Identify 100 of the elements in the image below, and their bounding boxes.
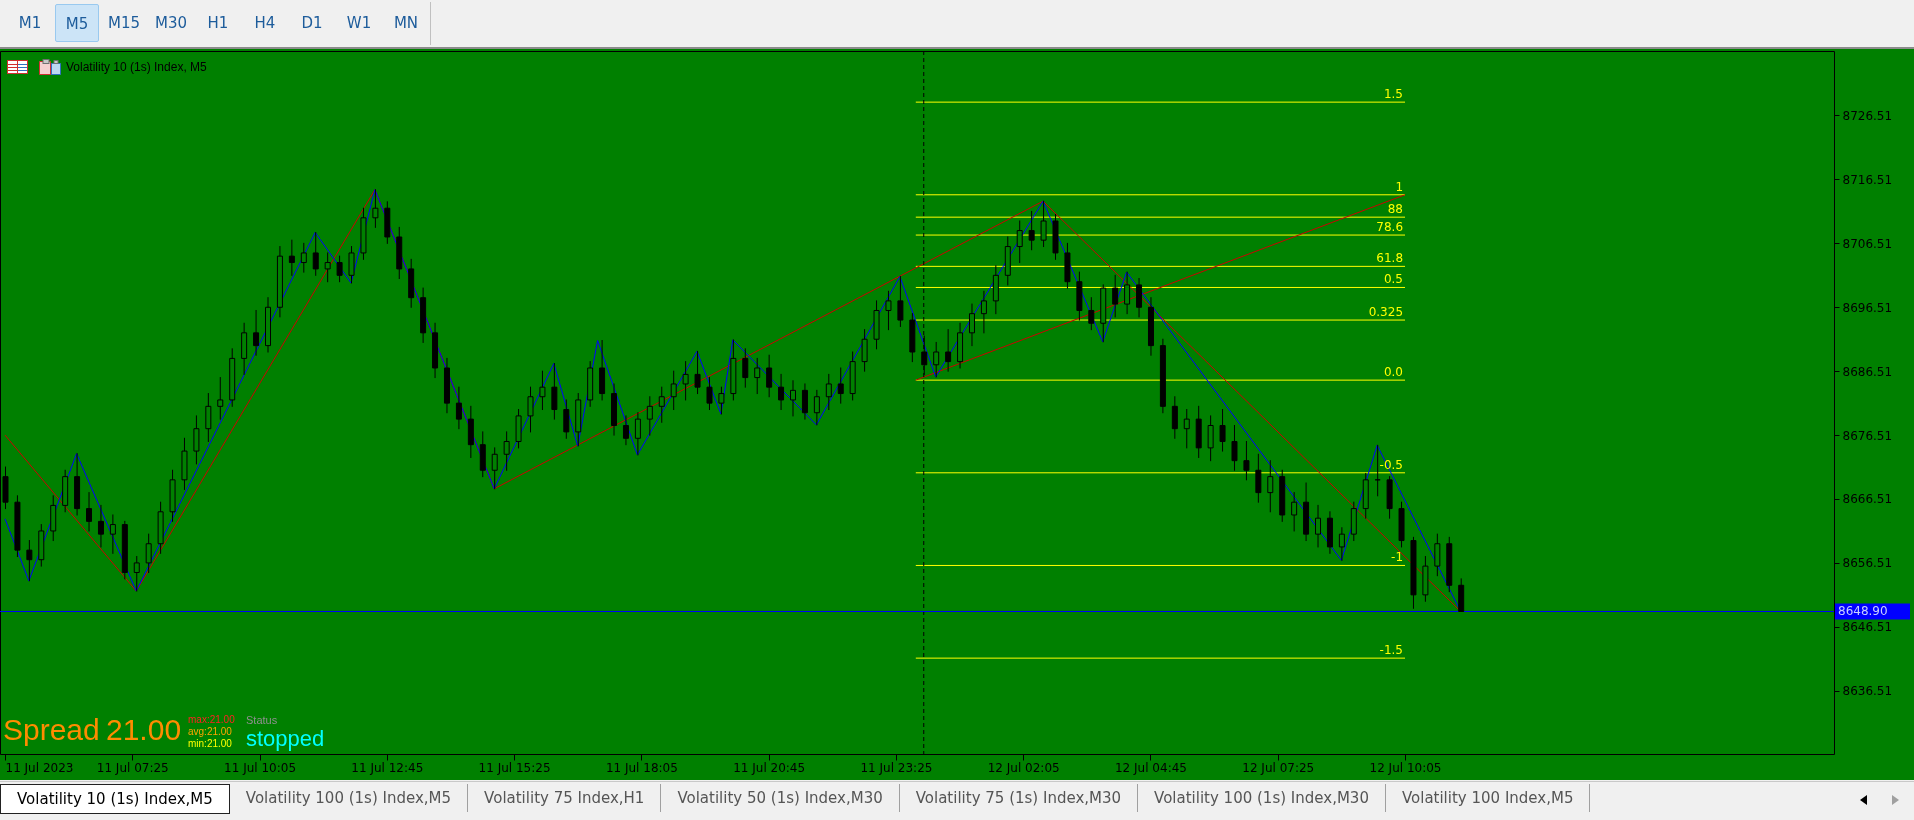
text: Volatility 75 (1s) Index,M30 <box>899 784 1139 812</box>
candlestick <box>205 393 212 442</box>
text: M15 <box>107 13 141 34</box>
x-tick-label: 11 Jul 10:05 <box>224 760 297 775</box>
annotation: stopped <box>246 726 325 751</box>
x-tick-label: 12 Jul 10:05 <box>1369 760 1442 775</box>
series-label: 88 <box>1387 202 1404 217</box>
candlestick <box>348 246 355 284</box>
candlestick <box>634 412 641 456</box>
candlestick <box>778 373 785 411</box>
candlestick <box>539 370 546 411</box>
candlestick <box>885 290 892 331</box>
x-tick-label: 11 Jul 23:25 <box>860 760 933 775</box>
candlestick <box>1183 409 1190 449</box>
text: H4 <box>253 13 277 34</box>
candlestick <box>706 377 713 411</box>
candlestick <box>1124 271 1131 315</box>
candlestick <box>563 399 570 439</box>
candlestick <box>813 389 820 426</box>
x-tick-label: 11 Jul 07:25 <box>96 760 169 775</box>
candlestick <box>801 383 808 420</box>
text: Volatility 10 (1s) Index,M5 <box>0 784 230 814</box>
candlestick <box>790 380 797 417</box>
candlestick <box>503 431 510 471</box>
y-tick-label: 8716.51 <box>1842 172 1893 187</box>
annotation: avg:21.00 <box>188 726 232 738</box>
candlestick <box>1434 533 1441 577</box>
series-label: 0.325 <box>1368 305 1404 320</box>
candlestick <box>1040 200 1047 248</box>
text: M1 <box>17 13 43 34</box>
annotation: Status <box>246 714 278 726</box>
candlestick <box>754 357 761 395</box>
candlestick <box>288 239 295 276</box>
candlestick <box>1207 415 1214 462</box>
candlestick <box>1016 220 1023 264</box>
series-label: -1.5 <box>1379 643 1404 658</box>
candlestick <box>1171 396 1178 439</box>
text: M5 <box>55 4 99 42</box>
candlestick <box>1255 453 1262 503</box>
series-label: 1.5 <box>1383 87 1404 102</box>
candlestick <box>527 386 534 433</box>
candlestick <box>1136 278 1143 318</box>
candlestick <box>300 242 307 273</box>
candlestick <box>217 377 224 420</box>
candlestick <box>145 533 152 573</box>
series-label: 1 <box>1395 179 1404 194</box>
y-tick-label: 8666.51 <box>1842 492 1893 507</box>
candlestick <box>658 386 665 423</box>
candlestick <box>133 556 140 592</box>
ref-line-label: 8648.90 <box>1838 604 1888 619</box>
candlestick <box>109 514 116 554</box>
candlestick <box>861 329 868 372</box>
text: Volatility 75 Index,H1 <box>468 784 662 812</box>
annotation: Spread <box>3 713 100 746</box>
text: D1 <box>300 13 324 34</box>
candlestick <box>825 373 832 411</box>
series-label: -1 <box>1391 550 1404 565</box>
x-tick-label: 11 Jul 2023 <box>5 760 74 775</box>
candlestick <box>622 415 629 446</box>
candlestick <box>933 341 940 378</box>
candlestick <box>968 303 975 347</box>
annotation: 21.00 <box>106 713 182 746</box>
text: W1 <box>345 13 373 34</box>
x-tick-label: 12 Jul 07:25 <box>1242 760 1315 775</box>
candlestick <box>1112 274 1119 318</box>
candlestick <box>1315 504 1322 548</box>
y-tick-label: 8696.51 <box>1842 300 1893 315</box>
y-tick-label: 8706.51 <box>1842 236 1893 251</box>
candlestick <box>1243 440 1250 481</box>
x-tick-label: 12 Jul 02:05 <box>987 760 1060 775</box>
candlestick <box>1028 210 1035 251</box>
series-label: 0.0 <box>1383 365 1404 380</box>
candlestick <box>837 367 844 404</box>
candlestick <box>670 370 677 411</box>
y-tick-label: 8636.51 <box>1842 684 1893 699</box>
y-tick-label: 8656.51 <box>1842 556 1893 571</box>
candlestick <box>980 290 987 334</box>
candlestick <box>1088 297 1095 331</box>
text: MN <box>392 13 420 34</box>
text: Volatility 100 (1s) Index,M30 <box>1138 784 1386 812</box>
annotation: max:21.00 <box>188 714 235 726</box>
text: H1 <box>206 13 230 34</box>
candlestick <box>491 447 498 490</box>
text: Volatility 100 Index,M5 <box>1385 784 1591 812</box>
candlestick <box>86 492 93 532</box>
candlestick <box>1219 409 1226 452</box>
series-label: 78.6 <box>1376 220 1404 235</box>
text: Volatility 10 (1s) Index, M5 <box>66 60 207 75</box>
candlestick <box>324 252 331 283</box>
candlestick <box>742 348 749 388</box>
series-label: 0.5 <box>1383 272 1404 287</box>
text: Volatility 100 (1s) Index,M5 <box>229 784 469 812</box>
x-tick-label: 12 Jul 04:45 <box>1114 760 1187 775</box>
candlestick <box>1338 527 1345 561</box>
y-tick-label: 8686.51 <box>1842 364 1893 379</box>
candlestick <box>455 386 462 430</box>
candlestick <box>253 309 260 356</box>
x-tick-label: 11 Jul 12:45 <box>351 760 424 775</box>
annotation: min:21.00 <box>188 738 232 750</box>
candlestick <box>97 504 104 548</box>
